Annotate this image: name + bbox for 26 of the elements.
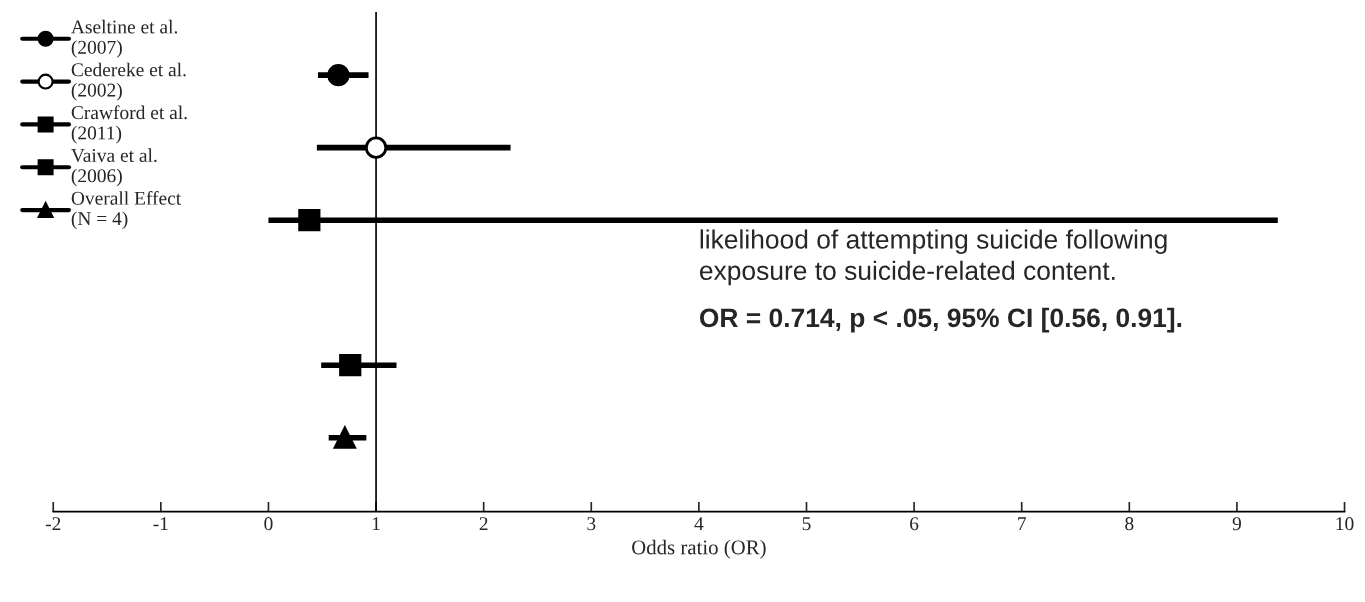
x-tick-label: -2 (45, 517, 61, 531)
x-tick-label: 4 (694, 517, 704, 531)
point (333, 426, 356, 449)
legend-label: Cedereke et al. (2002) (71, 62, 186, 101)
x-axis-title: Odds ratio (OR) (632, 539, 766, 559)
annotation: OR = 0.714, p < .05, 95% CI [0.56, 0.91]. (699, 307, 1182, 333)
point (339, 354, 362, 377)
x-tick-label: 7 (1018, 517, 1026, 531)
annotation: likelihood of attempting suicide following exposure to suicide-related content. (700, 229, 1167, 286)
legend-label: Overall Effect (N = 4) (71, 190, 182, 230)
x-tick-label: -1 (153, 517, 168, 531)
x-tick-label: 3 (587, 517, 596, 531)
point (364, 136, 388, 159)
x-tick-label: 10 (1336, 517, 1354, 531)
legend-label: Crawford et al. (2011) (71, 105, 187, 144)
x-tick-label: 9 (1232, 517, 1241, 531)
x-tick-label: 5 (802, 517, 811, 531)
x-tick-label: 1 (372, 517, 380, 531)
point (327, 64, 350, 87)
x-tick-label: 0 (264, 517, 273, 531)
x-tick-label: 2 (479, 517, 488, 531)
x-tick-label: 8 (1125, 517, 1134, 531)
legend-label: Vaiva et al. (2006) (71, 148, 157, 187)
x-tick-label: 6 (910, 517, 919, 531)
legend-label: Aseltine et al. (2007) (71, 19, 178, 58)
point (298, 209, 321, 232)
